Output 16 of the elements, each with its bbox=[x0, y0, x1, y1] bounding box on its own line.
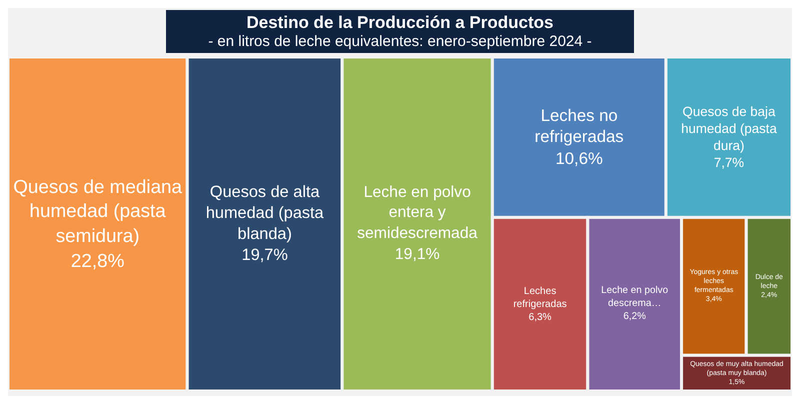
text: - en litros de leche equivalentes: enero-septiembre 2024 - bbox=[207, 33, 593, 50]
category-label: Leches refrigeradas bbox=[512, 284, 568, 311]
data-label: 19,7% bbox=[240, 245, 289, 266]
data-label: 6,2% bbox=[622, 310, 647, 324]
category-label: Leche en polvo descrema… bbox=[600, 284, 670, 311]
category-label: Leches no refrigeradas bbox=[534, 104, 625, 148]
category-label: Leche en polvo entera y semidescremada bbox=[356, 182, 478, 244]
data-label: 19,1% bbox=[394, 244, 441, 265]
data-label: 6,3% bbox=[528, 310, 552, 324]
category-label: Quesos de baja humedad (pasta dura) bbox=[680, 102, 778, 154]
data-label: 10,6% bbox=[554, 148, 604, 170]
data-label: 22,8% bbox=[70, 248, 126, 273]
text: Destino de la Producción a Productos bbox=[246, 13, 554, 33]
data-label: 7,7% bbox=[712, 154, 746, 172]
category-label: Quesos de mediana humedad (pasta semidura) bbox=[12, 174, 184, 248]
category-label: Quesos de alta humedad (pasta blanda) bbox=[204, 182, 325, 245]
